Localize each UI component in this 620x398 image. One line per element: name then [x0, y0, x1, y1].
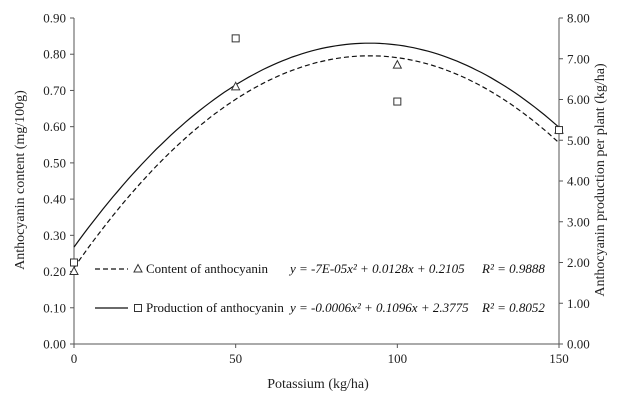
legend-series-name: Production of anthocyanin	[146, 300, 284, 315]
content-point	[392, 59, 403, 69]
y-right-tick-label: 3.00	[567, 214, 590, 229]
y-left-tick-label: 0.60	[43, 119, 66, 134]
trend-layer	[73, 42, 560, 269]
content-trendline	[73, 55, 560, 269]
legend-marker	[133, 263, 143, 273]
y-left-tick-label: 0.40	[43, 192, 66, 207]
y-right-tick-label: 5.00	[567, 133, 590, 148]
y-left-tick-label: 0.20	[43, 264, 66, 279]
y-axis-left-title: Anthocyanin content (mg/100g)	[13, 90, 28, 270]
y-right-tick-label: 2.00	[567, 255, 590, 270]
ticks-layer: 0 50 100 1500.000.100.200.300.400.500.600.7…	[43, 11, 590, 367]
legend-marker	[134, 304, 142, 312]
y-right-tick-label: 0.00	[567, 337, 590, 352]
y-left-tick-label: 0.10	[43, 300, 66, 315]
x-tick-label: 50	[229, 351, 242, 366]
axes-layer	[73, 18, 560, 345]
legend-r-squared: R² = 0.9888	[481, 261, 545, 276]
marker-layer	[69, 34, 564, 276]
x-tick-label: 100	[388, 351, 408, 366]
production-point	[393, 97, 402, 106]
y-right-tick-label: 8.00	[567, 11, 590, 26]
production-trendline	[73, 42, 560, 248]
content-point	[69, 265, 79, 276]
legend-r-squared: R² = 0.8052	[481, 300, 545, 315]
x-axis-title: Potassium (kg/ha)	[267, 377, 369, 392]
content-point	[230, 81, 241, 91]
legend-series-name: Content of anthocyanin	[146, 261, 269, 276]
x-tick-label: 150	[549, 351, 569, 366]
production-point	[555, 126, 563, 135]
y-right-tick-label: 7.00	[567, 51, 590, 66]
y-left-tick-label: 0.00	[43, 337, 66, 352]
legend-layer: Content of anthocyanin y = -7E-05x² + 0.0…	[95, 261, 545, 315]
y-right-tick-label: 6.00	[567, 92, 590, 107]
y-axis-right-title: Anthocyanin production per plant (kg/ha)	[593, 63, 608, 297]
y-left-tick-label: 0.70	[43, 83, 66, 98]
y-right-tick-label: 4.00	[567, 174, 590, 189]
y-left-tick-label: 0.50	[43, 155, 66, 170]
y-left-tick-label: 0.80	[43, 47, 66, 62]
production-point	[231, 34, 240, 43]
production-point	[70, 258, 78, 267]
y-left-tick-label: 0.30	[43, 228, 66, 243]
legend-equation: y = -7E-05x² + 0.0128x + 0.2105	[288, 261, 465, 276]
legend-equation: y = -0.0006x² + 0.1096x + 2.3775	[288, 300, 469, 315]
y-right-tick-label: 1.00	[567, 296, 590, 311]
y-left-tick-label: 0.90	[43, 11, 66, 26]
x-tick-label: 0	[71, 351, 78, 366]
